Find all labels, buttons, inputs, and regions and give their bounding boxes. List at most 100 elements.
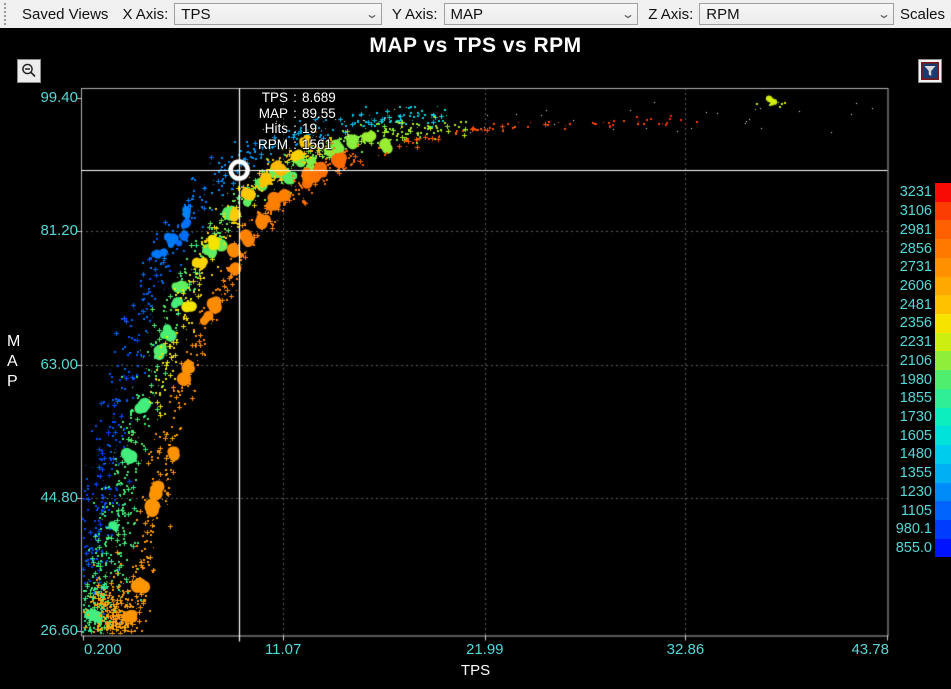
- colorbar-row: 1605: [878, 426, 951, 445]
- scatter-plot-canvas[interactable]: [0, 28, 951, 689]
- x-axis-selected-value: TPS: [181, 6, 363, 23]
- y-axis-select[interactable]: MAP ⌄: [444, 3, 639, 25]
- cursor-row-value: 8.689: [302, 90, 336, 106]
- colorbar-swatch: [935, 539, 951, 558]
- colorbar-row: 1855: [878, 389, 951, 408]
- colorbar-row: 2231: [878, 333, 951, 352]
- chevron-down-icon: ⌄: [621, 8, 635, 20]
- colorbar-label: 2481: [878, 297, 935, 313]
- colorbar-row: 2856: [878, 239, 951, 258]
- toolbar-drag-handle[interactable]: [4, 3, 9, 25]
- colorbar-swatch: [935, 314, 951, 333]
- colorbar-swatch: [935, 239, 951, 258]
- colorbar-label: 1480: [878, 446, 935, 462]
- colorbar-label: 2856: [878, 241, 935, 257]
- colorbar-label: 2231: [878, 334, 935, 350]
- z-axis-selected-value: RPM: [706, 6, 875, 23]
- colorbar-label: 1105: [878, 503, 935, 519]
- y-axis-selected-value: MAP: [451, 6, 620, 23]
- colorbar-label: 855.0: [878, 540, 935, 556]
- cursor-readout-row: RPM:1561: [244, 137, 336, 153]
- colorbar-row: 2106: [878, 351, 951, 370]
- z-axis-label: Z Axis:: [648, 6, 693, 23]
- colorbar-row: 1730: [878, 408, 951, 427]
- x-tick-label: 0.200: [84, 641, 122, 658]
- colorbar-swatch: [935, 445, 951, 464]
- colorbar-swatch: [935, 389, 951, 408]
- colorbar-label: 2106: [878, 353, 935, 369]
- colorbar-row: 1105: [878, 501, 951, 520]
- x-axis-select[interactable]: TPS ⌄: [174, 3, 382, 25]
- x-tick-label: 32.86: [667, 641, 705, 658]
- cursor-row-label: TPS: [244, 90, 288, 106]
- z-axis-select[interactable]: RPM ⌄: [699, 3, 894, 25]
- scales-menu[interactable]: Scales: [900, 6, 945, 23]
- colorbar-row: 980.1: [878, 520, 951, 539]
- colorbar-label: 2731: [878, 259, 935, 275]
- colorbar-label: 1230: [878, 484, 935, 500]
- x-tick-label: 43.78: [851, 641, 889, 658]
- colorbar-swatch: [935, 258, 951, 277]
- colorbar-label: 2356: [878, 315, 935, 331]
- filter-button[interactable]: [918, 59, 942, 83]
- filter-icon: [921, 62, 939, 80]
- y-tick-label: 99.40: [16, 89, 78, 106]
- colorbar-swatch: [935, 370, 951, 389]
- colorbar-swatch: [935, 520, 951, 539]
- y-tick-label: 81.20: [16, 222, 78, 239]
- rpm-colorbar: 3231 3106 2981 2856 2731 2606 2481 2356 2231 2106…: [878, 183, 951, 557]
- colorbar-row: 2356: [878, 314, 951, 333]
- x-tick-label: 21.99: [466, 641, 504, 658]
- colorbar-label: 980.1: [878, 521, 935, 537]
- colorbar-label: 1355: [878, 465, 935, 481]
- cursor-row-sep: :: [288, 106, 302, 122]
- colorbar-label: 1855: [878, 390, 935, 406]
- colorbar-swatch: [935, 501, 951, 520]
- colorbar-row: 2981: [878, 220, 951, 239]
- colorbar-row: 2731: [878, 258, 951, 277]
- colorbar-swatch: [935, 295, 951, 314]
- cursor-row-sep: :: [288, 137, 302, 153]
- cursor-row-value: 1561: [302, 137, 332, 153]
- zoom-out-icon: [20, 62, 38, 80]
- cursor-readout-row: TPS:8.689: [244, 90, 336, 106]
- zoom-out-button[interactable]: [17, 59, 41, 83]
- chevron-down-icon: ⌄: [877, 8, 891, 20]
- y-tick-label: 63.00: [16, 356, 78, 373]
- colorbar-swatch: [935, 483, 951, 502]
- colorbar-swatch: [935, 426, 951, 445]
- colorbar-label: 1605: [878, 428, 935, 444]
- x-axis-title: TPS: [0, 662, 951, 679]
- cursor-row-label: Hits: [244, 121, 288, 137]
- colorbar-row: 2606: [878, 277, 951, 296]
- colorbar-row: 1480: [878, 445, 951, 464]
- colorbar-label: 3106: [878, 203, 935, 219]
- colorbar-swatch: [935, 202, 951, 221]
- colorbar-row: 3106: [878, 202, 951, 221]
- chart-stage: MAP vs TPS vs RPM M A P TPS TPS:8.689 MA…: [0, 28, 951, 689]
- colorbar-row: 1980: [878, 370, 951, 389]
- cursor-row-sep: :: [288, 121, 302, 137]
- colorbar-label: 2981: [878, 222, 935, 238]
- colorbar-row: 855.0: [878, 539, 951, 558]
- cursor-row-label: RPM: [244, 137, 288, 153]
- colorbar-label: 1980: [878, 372, 935, 388]
- colorbar-label: 3231: [878, 184, 935, 200]
- toolbar: Saved Views X Axis: TPS ⌄ Y Axis: MAP ⌄ …: [0, 0, 951, 28]
- colorbar-label: 2606: [878, 278, 935, 294]
- y-tick-label: 26.60: [16, 622, 78, 639]
- y-axis-label: Y Axis:: [392, 6, 438, 23]
- cursor-readout-row: MAP:89.55: [244, 106, 336, 122]
- x-axis-label: X Axis:: [122, 6, 168, 23]
- x-tick-label: 11.07: [265, 641, 301, 658]
- cursor-row-label: MAP: [244, 106, 288, 122]
- colorbar-label: 1730: [878, 409, 935, 425]
- colorbar-swatch: [935, 464, 951, 483]
- cursor-readout: TPS:8.689 MAP:89.55 Hits:19 RPM:1561: [244, 90, 336, 152]
- cursor-row-value: 19: [302, 121, 317, 137]
- colorbar-swatch: [935, 408, 951, 427]
- colorbar-swatch: [935, 333, 951, 352]
- chevron-down-icon: ⌄: [365, 8, 379, 20]
- cursor-row-sep: :: [288, 90, 302, 106]
- saved-views-menu[interactable]: Saved Views: [22, 6, 108, 23]
